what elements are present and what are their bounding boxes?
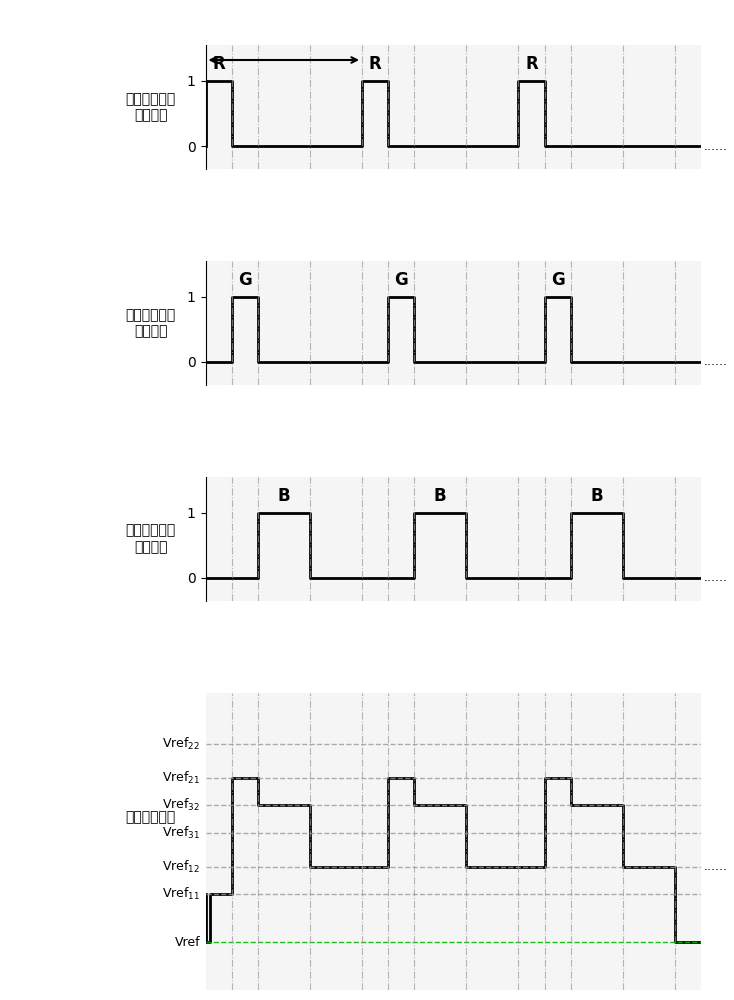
Text: B: B <box>590 487 603 505</box>
Text: R: R <box>368 55 382 73</box>
Text: 绿色光的发光
定时信号: 绿色光的发光 定时信号 <box>126 308 176 338</box>
Text: 蓝色光的发光
定时信号: 蓝色光的发光 定时信号 <box>126 524 176 554</box>
Text: Vref$_{22}$: Vref$_{22}$ <box>162 736 200 752</box>
Text: 传感器的输出: 传感器的输出 <box>126 811 176 825</box>
Text: Vref$_{32}$: Vref$_{32}$ <box>162 797 200 813</box>
Text: ......: ...... <box>704 571 727 584</box>
Text: ......: ...... <box>704 860 727 873</box>
Text: 红色光的发光
定时信号: 红色光的发光 定时信号 <box>126 92 176 122</box>
Text: ......: ...... <box>704 140 727 153</box>
Text: ......: ...... <box>704 355 727 368</box>
Text: G: G <box>550 271 564 289</box>
Text: B: B <box>277 487 290 505</box>
Text: Vref$_{11}$: Vref$_{11}$ <box>162 886 200 902</box>
Text: Vref$_{12}$: Vref$_{12}$ <box>162 859 200 875</box>
Text: Vref$_{31}$: Vref$_{31}$ <box>162 825 200 841</box>
Text: Vref$_{21}$: Vref$_{21}$ <box>162 770 200 786</box>
Text: B: B <box>434 487 446 505</box>
Text: G: G <box>394 271 408 289</box>
Text: G: G <box>238 271 252 289</box>
Text: R: R <box>525 55 538 73</box>
Text: Vref: Vref <box>175 936 200 949</box>
Text: R: R <box>212 55 225 73</box>
